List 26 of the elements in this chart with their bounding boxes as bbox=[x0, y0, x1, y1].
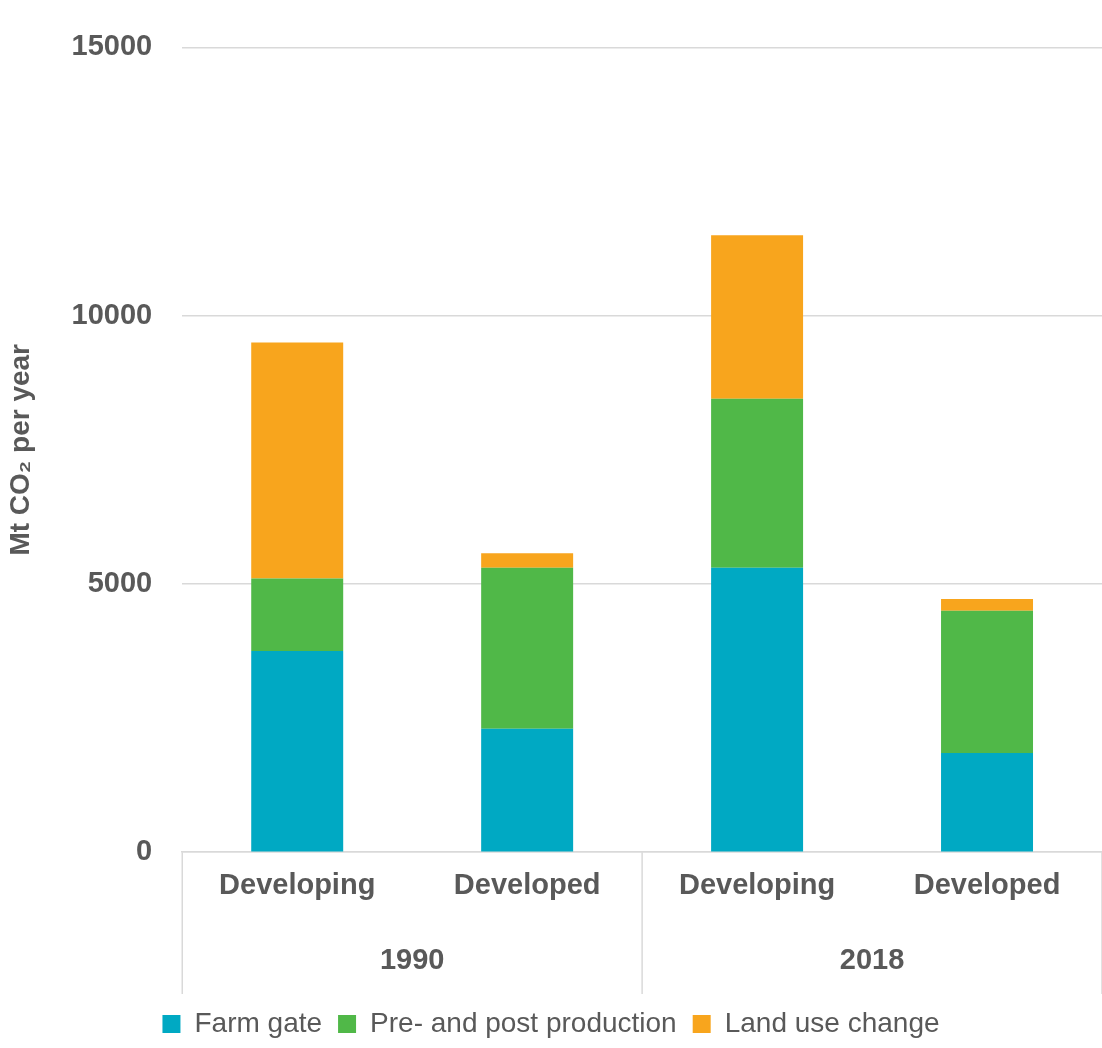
bar bbox=[481, 567, 574, 729]
bar bbox=[251, 342, 344, 579]
bar bbox=[941, 610, 1034, 753]
bar bbox=[251, 651, 344, 852]
bar bbox=[711, 567, 804, 852]
bar bbox=[711, 235, 804, 399]
y-tick-label: 10000 bbox=[71, 297, 153, 330]
x-tick-label: Developing bbox=[219, 867, 376, 900]
bar bbox=[941, 598, 1034, 611]
text: 2018 bbox=[839, 943, 905, 975]
text: 1990 bbox=[379, 943, 445, 975]
x-tick-label: Developing bbox=[678, 867, 836, 900]
x-tick-label: Developed bbox=[913, 867, 1061, 900]
bar bbox=[711, 398, 804, 568]
x-tick-label: Developed bbox=[453, 867, 601, 900]
legend-label: Farm gate bbox=[194, 1006, 323, 1038]
legend-label: Pre- and post production bbox=[370, 1006, 677, 1038]
y-tick-label: 5000 bbox=[87, 565, 153, 598]
bar bbox=[481, 728, 574, 852]
legend-label: Land use change bbox=[724, 1006, 940, 1038]
bar bbox=[481, 553, 574, 568]
y-tick-label: 0 bbox=[136, 834, 153, 867]
bar bbox=[251, 578, 344, 651]
y-axis-title: Mt CO₂ per year bbox=[3, 343, 35, 556]
bar bbox=[941, 752, 1034, 852]
y-tick-label: 15000 bbox=[71, 29, 153, 62]
